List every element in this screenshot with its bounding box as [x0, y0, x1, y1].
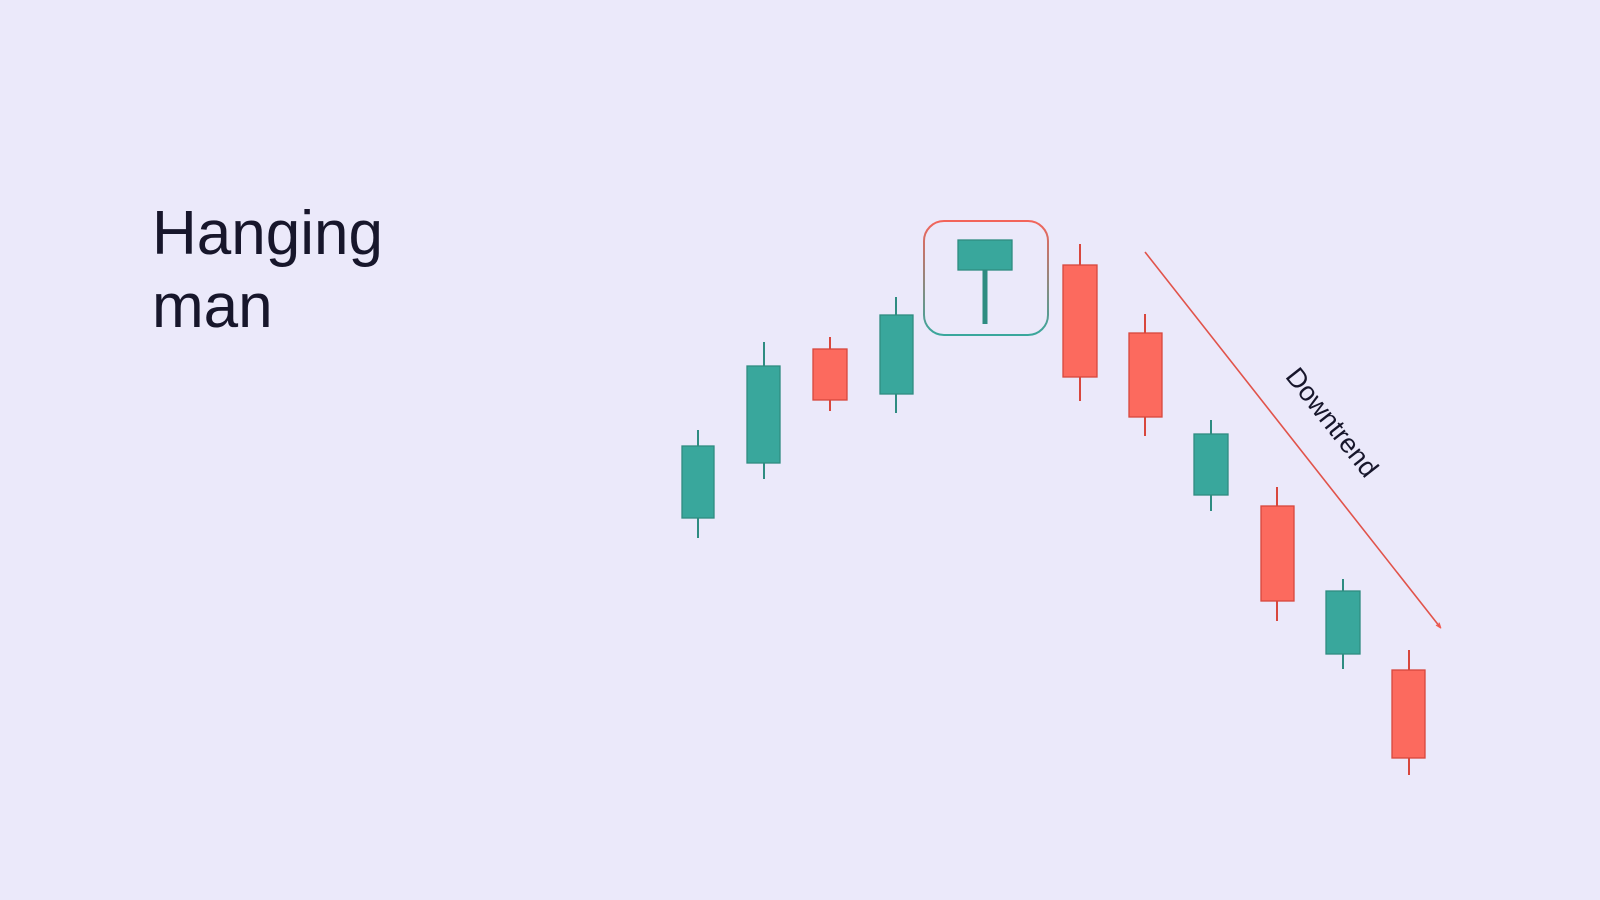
svg-text:Downtrend: Downtrend — [1280, 362, 1384, 483]
